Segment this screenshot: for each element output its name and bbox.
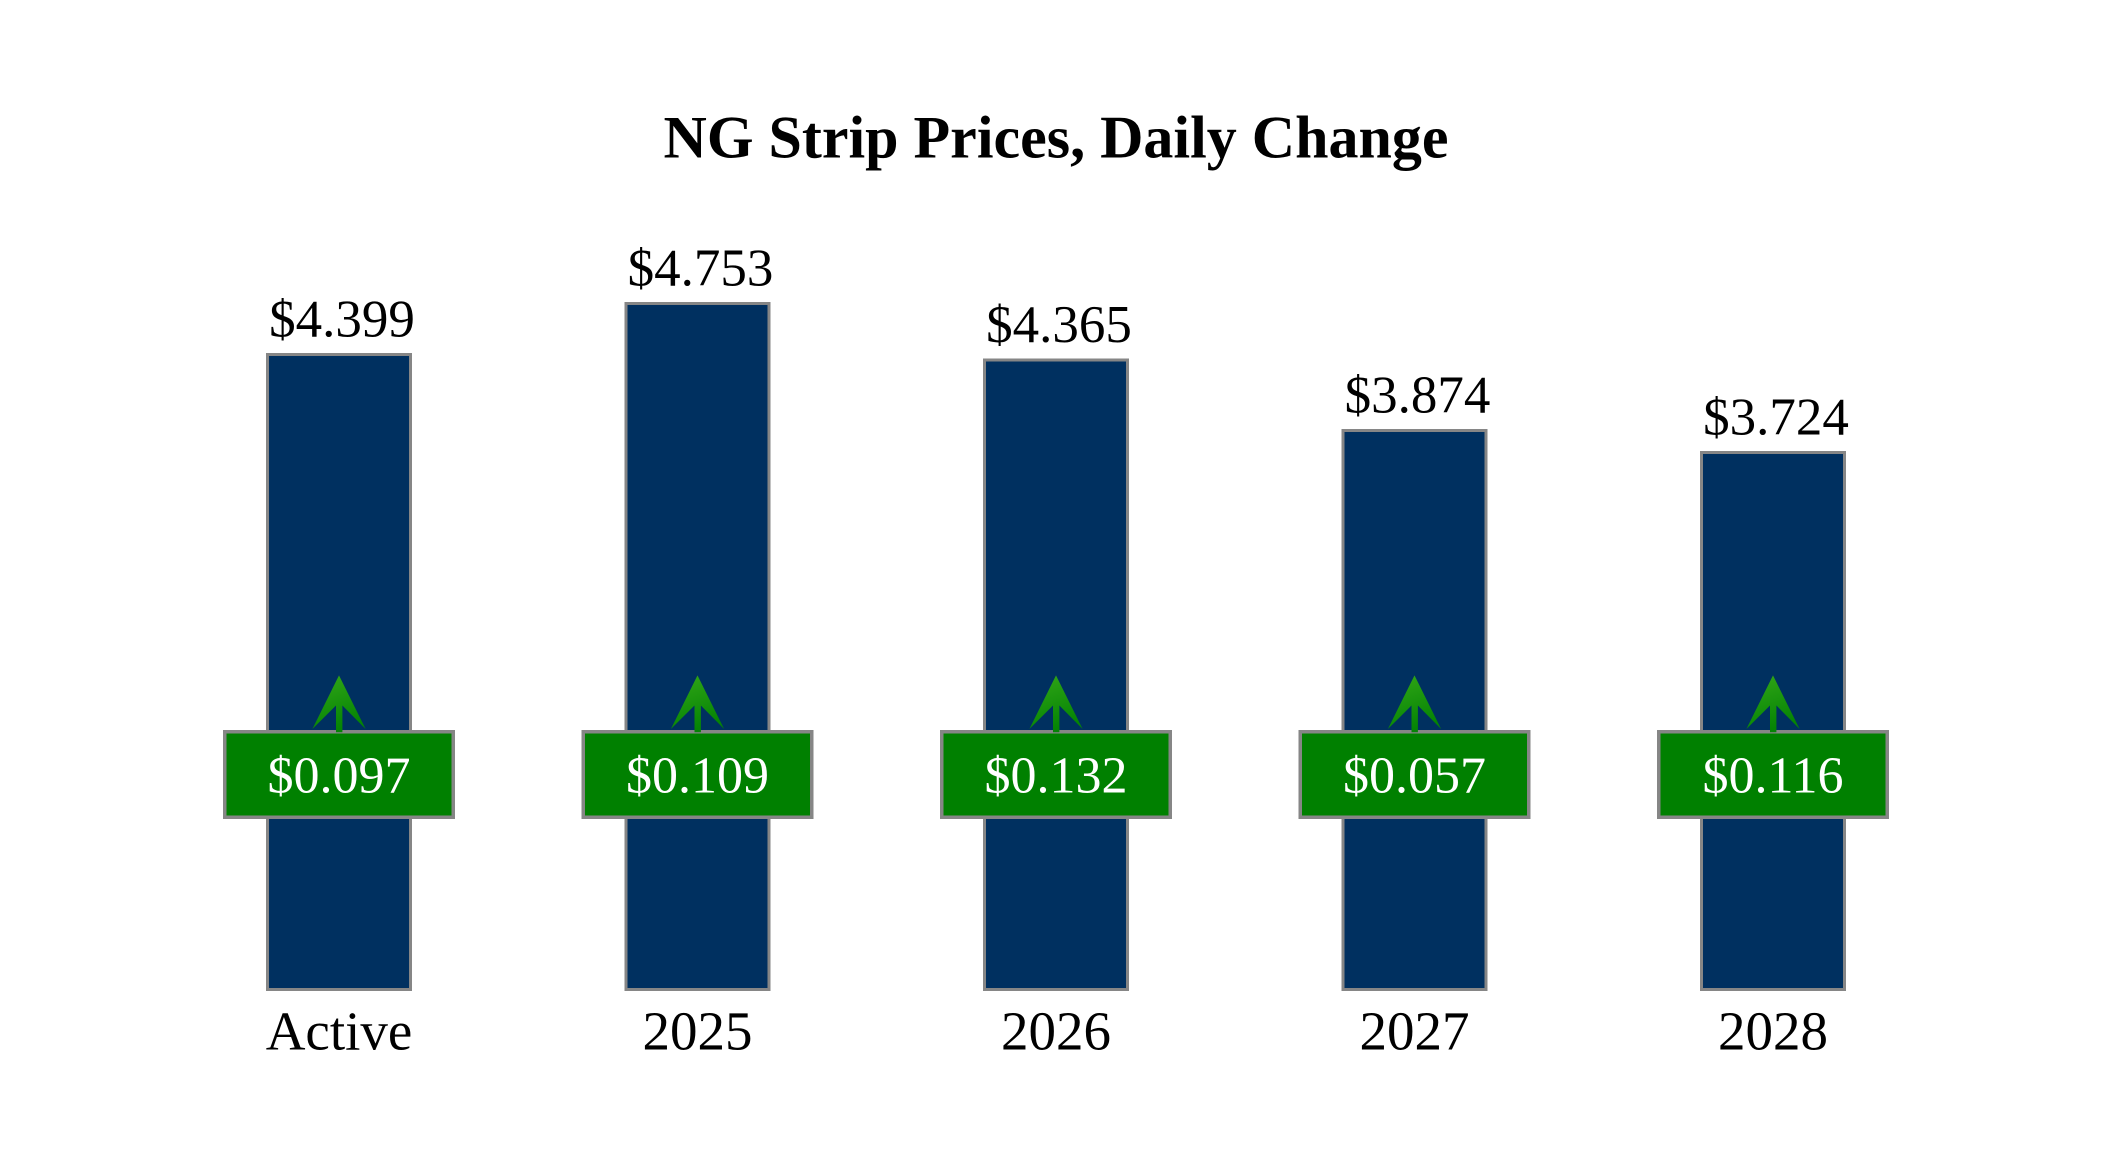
svg-text:$4.365: $4.365 <box>986 296 1132 354</box>
svg-text:NG Strip Prices, Daily Change: NG Strip Prices, Daily Change <box>664 105 1449 171</box>
svg-text:$4.399: $4.399 <box>269 291 415 349</box>
svg-text:$0.132: $0.132 <box>985 748 1128 805</box>
svg-text:$0.057: $0.057 <box>1343 748 1486 805</box>
svg-text:Active: Active <box>266 1001 413 1062</box>
svg-text:2025: 2025 <box>643 1001 753 1062</box>
svg-text:2028: 2028 <box>1718 1001 1828 1062</box>
svg-text:$0.109: $0.109 <box>626 748 769 805</box>
svg-text:$4.753: $4.753 <box>628 240 774 298</box>
svg-text:2026: 2026 <box>1001 1001 1111 1062</box>
svg-text:2027: 2027 <box>1360 1001 1470 1062</box>
svg-text:$0.097: $0.097 <box>268 748 411 805</box>
svg-text:$0.116: $0.116 <box>1702 748 1843 805</box>
svg-text:$3.874: $3.874 <box>1345 367 1491 425</box>
svg-text:$3.724: $3.724 <box>1703 389 1849 447</box>
